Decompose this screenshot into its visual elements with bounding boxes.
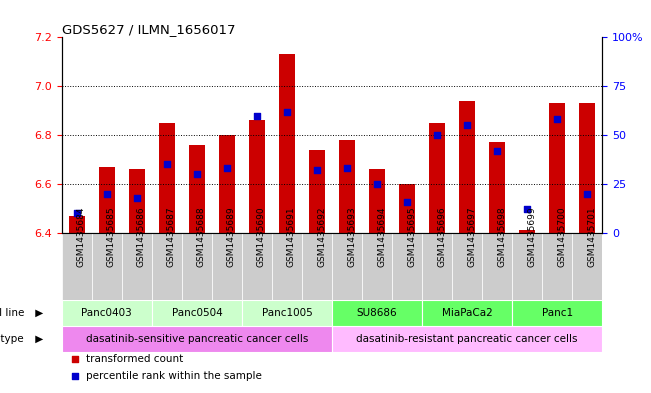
Text: ▶: ▶	[32, 334, 44, 344]
Point	[432, 132, 442, 138]
Bar	[152, 300, 242, 326]
Text: GSM1435689: GSM1435689	[227, 206, 236, 266]
Point	[312, 167, 322, 173]
Point	[102, 191, 112, 197]
Bar	[512, 233, 542, 300]
Point	[222, 165, 232, 171]
Text: GSM1435694: GSM1435694	[377, 206, 386, 266]
Bar	[62, 233, 92, 300]
Text: GSM1435688: GSM1435688	[197, 206, 206, 266]
Text: Panc0504: Panc0504	[172, 308, 222, 318]
Bar	[98, 167, 115, 233]
Text: GDS5627 / ILMN_1656017: GDS5627 / ILMN_1656017	[62, 23, 236, 36]
Bar	[249, 121, 265, 233]
Point	[282, 108, 292, 115]
Point	[72, 210, 82, 217]
Text: ▶: ▶	[32, 308, 44, 318]
Text: Panc0403: Panc0403	[81, 308, 132, 318]
Point	[582, 191, 592, 197]
Bar	[512, 300, 602, 326]
Bar	[159, 123, 175, 233]
Bar	[332, 326, 602, 351]
Text: dasatinib-resistant pancreatic cancer cells: dasatinib-resistant pancreatic cancer ce…	[356, 334, 578, 344]
Bar	[122, 233, 152, 300]
Bar	[339, 140, 355, 233]
Bar	[242, 300, 332, 326]
Text: GSM1435691: GSM1435691	[287, 206, 296, 266]
Text: GSM1435701: GSM1435701	[587, 206, 596, 266]
Point	[132, 195, 142, 201]
Bar	[219, 135, 235, 233]
Bar	[332, 300, 422, 326]
Text: GSM1435700: GSM1435700	[557, 206, 566, 266]
Text: GSM1435686: GSM1435686	[137, 206, 146, 266]
Text: GSM1435687: GSM1435687	[167, 206, 176, 266]
Bar	[62, 300, 152, 326]
Bar	[572, 233, 602, 300]
Text: SU8686: SU8686	[357, 308, 397, 318]
Text: GSM1435684: GSM1435684	[77, 206, 86, 266]
Bar	[279, 55, 296, 233]
Text: Panc1: Panc1	[542, 308, 573, 318]
Text: cell type: cell type	[0, 334, 24, 344]
Bar	[459, 101, 475, 233]
Bar	[182, 233, 212, 300]
Bar	[422, 233, 452, 300]
Bar	[68, 216, 85, 233]
Bar	[309, 150, 326, 233]
Point	[70, 356, 81, 362]
Text: GSM1435698: GSM1435698	[497, 206, 506, 266]
Text: GSM1435693: GSM1435693	[347, 206, 356, 266]
Bar	[429, 123, 445, 233]
Text: percentile rank within the sample: percentile rank within the sample	[86, 371, 262, 381]
Point	[161, 162, 172, 168]
Text: GSM1435697: GSM1435697	[467, 206, 476, 266]
Point	[402, 198, 412, 205]
Bar	[542, 233, 572, 300]
Point	[70, 373, 81, 380]
Bar	[549, 103, 566, 233]
Text: GSM1435699: GSM1435699	[527, 206, 536, 266]
Bar	[489, 143, 505, 233]
Point	[191, 171, 202, 177]
Bar	[368, 169, 385, 233]
Point	[522, 206, 533, 213]
Bar	[519, 230, 535, 233]
Bar	[392, 233, 422, 300]
Bar	[129, 169, 145, 233]
Text: GSM1435696: GSM1435696	[437, 206, 446, 266]
Bar	[212, 233, 242, 300]
Text: transformed count: transformed count	[86, 354, 184, 364]
Bar	[452, 233, 482, 300]
Text: GSM1435695: GSM1435695	[407, 206, 416, 266]
Bar	[332, 233, 362, 300]
Bar	[62, 326, 332, 351]
Point	[252, 112, 262, 119]
Text: Panc1005: Panc1005	[262, 308, 312, 318]
Text: dasatinib-sensitive pancreatic cancer cells: dasatinib-sensitive pancreatic cancer ce…	[86, 334, 308, 344]
Bar	[362, 233, 392, 300]
Bar	[189, 145, 205, 233]
Bar	[272, 233, 302, 300]
Text: GSM1435692: GSM1435692	[317, 206, 326, 266]
Text: cell line: cell line	[0, 308, 24, 318]
Point	[552, 116, 562, 123]
Point	[342, 165, 352, 171]
Bar	[242, 233, 272, 300]
Bar	[482, 233, 512, 300]
Bar	[399, 184, 415, 233]
Bar	[152, 233, 182, 300]
Point	[462, 122, 473, 129]
Point	[372, 181, 382, 187]
Bar	[302, 233, 332, 300]
Bar	[422, 300, 512, 326]
Bar	[579, 103, 596, 233]
Bar	[92, 233, 122, 300]
Text: GSM1435690: GSM1435690	[257, 206, 266, 266]
Point	[492, 148, 503, 154]
Text: GSM1435685: GSM1435685	[107, 206, 116, 266]
Text: MiaPaCa2: MiaPaCa2	[442, 308, 492, 318]
